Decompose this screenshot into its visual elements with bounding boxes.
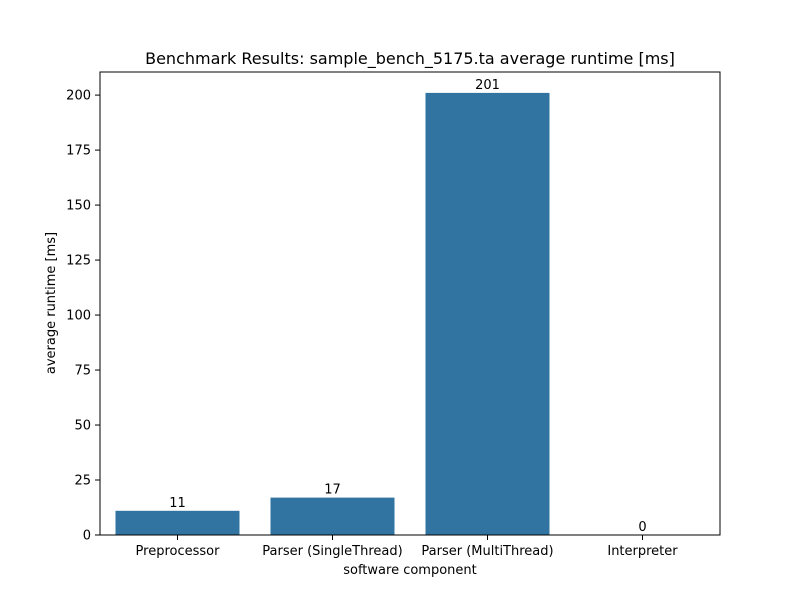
x-tick-label: Interpreter: [607, 544, 678, 559]
plot-area: 11 17 201 0 0 25 50 75 100 125 150 175 200 Preprocess…: [66, 71, 721, 559]
bar-value-label: 11: [169, 496, 186, 511]
bar-value-label: 201: [475, 78, 500, 93]
y-tick-label: 200: [66, 89, 91, 104]
y-tick-label: 175: [66, 144, 91, 159]
y-tick-label: 150: [66, 199, 91, 214]
y-tick-label: 125: [66, 254, 91, 269]
x-axis-label: software component: [343, 563, 477, 578]
bar: [270, 497, 395, 535]
x-tick-label: Parser (SingleThread): [262, 544, 402, 559]
bar: [115, 510, 240, 535]
y-tick-label: 50: [74, 419, 91, 434]
bar-value-label: 0: [638, 520, 646, 535]
bar-value-label: 17: [324, 483, 341, 498]
y-tick-label: 25: [74, 474, 91, 489]
y-tick-label: 0: [83, 529, 91, 544]
y-axis-label: average runtime [ms]: [44, 232, 59, 374]
x-tick-label: Preprocessor: [136, 544, 221, 559]
axes-frame: [99, 71, 721, 536]
x-tick-label: Parser (MultiThread): [421, 544, 553, 559]
y-tick-label: 100: [66, 309, 91, 324]
y-tick-label: 75: [74, 364, 91, 379]
chart-title: Benchmark Results: sample_bench_5175.ta …: [145, 49, 675, 69]
bar: [425, 92, 550, 536]
